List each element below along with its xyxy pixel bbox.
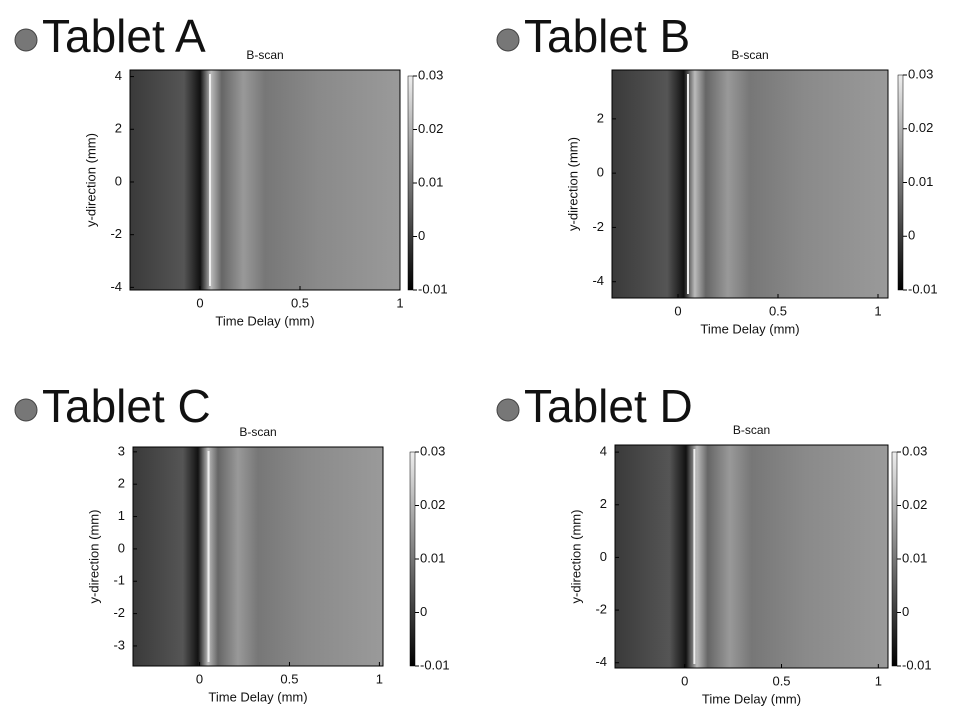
colorbar-tick-label: 0.02 xyxy=(908,120,933,135)
y-tick-label: -2 xyxy=(113,605,125,620)
y-tick-label: -2 xyxy=(592,219,604,234)
plot-subtitle: B-scan xyxy=(239,425,276,439)
y-tick-label: 3 xyxy=(118,443,125,458)
y-tick-label: 2 xyxy=(600,496,607,511)
y-tick-label: 2 xyxy=(597,110,604,125)
x-axis-label: Time Delay (mm) xyxy=(208,689,307,704)
x-tick-label: 0.5 xyxy=(772,673,790,688)
colorbar-tick-label: 0.03 xyxy=(908,66,933,81)
panel-title: Tablet D xyxy=(524,380,693,432)
x-tick-label: 1 xyxy=(376,671,383,686)
colorbar xyxy=(891,451,898,667)
x-tick-label: 1 xyxy=(396,295,403,310)
panel-title: Tablet B xyxy=(524,10,690,62)
x-tick-label: 0 xyxy=(681,673,688,688)
x-tick-label: 0.5 xyxy=(280,671,298,686)
x-tick-label: 0 xyxy=(674,303,681,318)
bullet xyxy=(496,28,520,52)
colorbar-tick-label: 0 xyxy=(908,228,915,243)
colorbar-tick-label: 0.03 xyxy=(420,443,445,458)
colorbar-tick-label: -0.01 xyxy=(420,657,450,672)
x-tick-label: 0 xyxy=(196,295,203,310)
colorbar xyxy=(409,451,416,667)
colorbar-tick-label: 0 xyxy=(420,604,427,619)
panel-title: Tablet A xyxy=(42,10,206,62)
y-axis-label: y-direction (mm) xyxy=(86,510,101,604)
y-tick-label: -4 xyxy=(110,279,122,294)
y-tick-label: -3 xyxy=(113,637,125,652)
colorbar-tick-label: 0.03 xyxy=(418,67,443,82)
colorbar xyxy=(897,74,904,291)
x-tick-label: 1 xyxy=(875,673,882,688)
b-scan-image xyxy=(132,446,384,667)
colorbar-tick-label: 0.01 xyxy=(420,550,445,565)
plot-subtitle: B-scan xyxy=(246,48,283,62)
x-tick-label: 1 xyxy=(874,303,881,318)
colorbar-tick-label: -0.01 xyxy=(908,281,938,296)
y-tick-label: 0 xyxy=(597,165,604,180)
y-tick-label: 0 xyxy=(118,540,125,555)
y-tick-label: 1 xyxy=(118,508,125,523)
colorbar-tick-label: 0.03 xyxy=(902,443,927,458)
panel-title: Tablet C xyxy=(42,380,211,432)
x-axis-label: Time Delay (mm) xyxy=(215,313,314,328)
plot-subtitle: B-scan xyxy=(733,423,770,437)
x-tick-label: 0 xyxy=(196,671,203,686)
y-tick-label: -4 xyxy=(592,273,604,288)
y-tick-label: -2 xyxy=(110,226,122,241)
y-axis-label: y-direction (mm) xyxy=(568,510,583,604)
b-scan-image xyxy=(614,444,889,669)
y-tick-label: 0 xyxy=(115,173,122,188)
x-tick-label: 0.5 xyxy=(291,295,309,310)
y-tick-label: 2 xyxy=(115,121,122,136)
x-axis-label: Time Delay (mm) xyxy=(700,321,799,336)
y-tick-label: 4 xyxy=(600,444,607,459)
x-tick-label: 0.5 xyxy=(769,303,787,318)
y-tick-label: -1 xyxy=(113,573,125,588)
colorbar-tick-label: 0.02 xyxy=(902,497,927,512)
colorbar-tick-label: -0.01 xyxy=(418,281,448,296)
y-axis-label: y-direction (mm) xyxy=(565,137,580,231)
bullet xyxy=(496,398,520,422)
colorbar-tick-label: 0.02 xyxy=(418,121,443,136)
bullet xyxy=(14,398,38,422)
colorbar-tick-label: 0.01 xyxy=(908,174,933,189)
colorbar-tick-label: 0.02 xyxy=(420,497,445,512)
b-scan-image xyxy=(129,69,401,291)
colorbar xyxy=(407,75,414,291)
colorbar-tick-label: 0 xyxy=(902,604,909,619)
colorbar-tick-label: -0.01 xyxy=(902,657,932,672)
colorbar-tick-label: 0.01 xyxy=(418,174,443,189)
b-scan-image xyxy=(611,69,889,299)
plot-subtitle: B-scan xyxy=(731,48,768,62)
x-axis-label: Time Delay (mm) xyxy=(702,691,801,706)
y-tick-label: -4 xyxy=(595,654,607,669)
colorbar-tick-label: 0 xyxy=(418,228,425,243)
y-tick-label: 2 xyxy=(118,476,125,491)
bullet xyxy=(14,28,38,52)
y-axis-label: y-direction (mm) xyxy=(83,133,98,227)
y-tick-label: 0 xyxy=(600,549,607,564)
y-tick-label: -2 xyxy=(595,602,607,617)
colorbar-tick-label: 0.01 xyxy=(902,550,927,565)
y-tick-label: 4 xyxy=(115,68,122,83)
